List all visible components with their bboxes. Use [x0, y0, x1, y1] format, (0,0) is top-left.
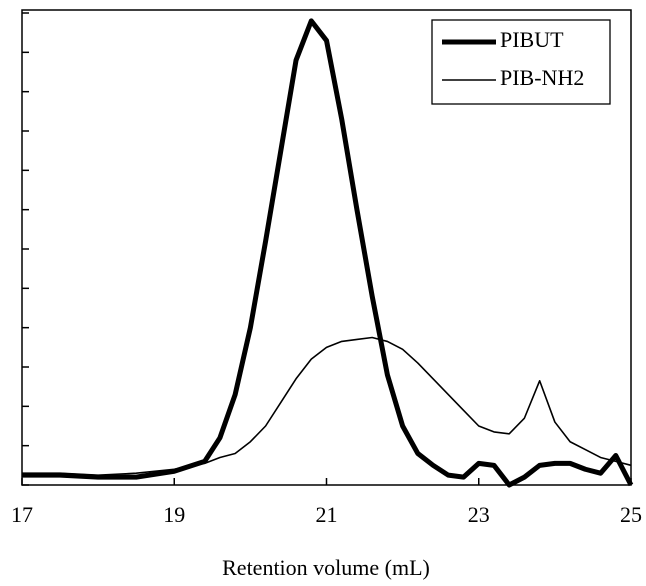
legend-label: PIB-NH2: [500, 65, 584, 90]
x-axis-label: Retention volume (mL): [222, 555, 430, 580]
data-line: [22, 336, 632, 476]
legend-box: [431, 19, 611, 105]
x-tick-label: 21: [316, 502, 338, 527]
x-tick-label: 19: [163, 502, 185, 527]
x-tick-label: 25: [620, 502, 642, 527]
x-tick-label: 17: [11, 502, 33, 527]
x-tick-label: 23: [468, 502, 490, 527]
legend-label: PIBUT: [500, 27, 564, 52]
data-line: [22, 18, 634, 488]
